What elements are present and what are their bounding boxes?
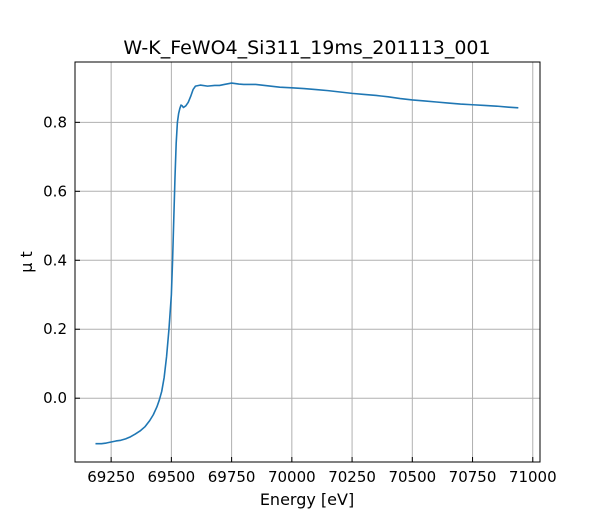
grid xyxy=(75,62,540,462)
chart-title: W-K_FeWO4_Si311_19ms_201113_001 xyxy=(123,37,490,59)
x-tick-label: 69500 xyxy=(148,468,196,486)
x-tick-label: 69250 xyxy=(87,468,135,486)
y-tick-label: 0.2 xyxy=(43,320,67,338)
x-tick-label: 70000 xyxy=(268,468,316,486)
series-line-0 xyxy=(95,83,518,444)
x-tick-label: 70500 xyxy=(388,468,436,486)
x-tick-label: 70250 xyxy=(328,468,376,486)
y-tick-label: 0.0 xyxy=(43,389,67,407)
x-tick-label: 70750 xyxy=(449,468,497,486)
x-tick-label: 71000 xyxy=(509,468,557,486)
tick-layer: 69250 69500 69750 70000 70250 70500 70750 71000… xyxy=(43,113,556,486)
series-layer xyxy=(95,83,518,444)
y-tick-label: 0.4 xyxy=(43,251,67,269)
y-axis-label: μ t xyxy=(17,251,36,273)
x-axis-label: Energy [eV] xyxy=(260,490,354,509)
y-tick-label: 0.8 xyxy=(43,113,67,131)
y-tick-label: 0.6 xyxy=(43,182,67,200)
x-tick-label: 69750 xyxy=(208,468,256,486)
